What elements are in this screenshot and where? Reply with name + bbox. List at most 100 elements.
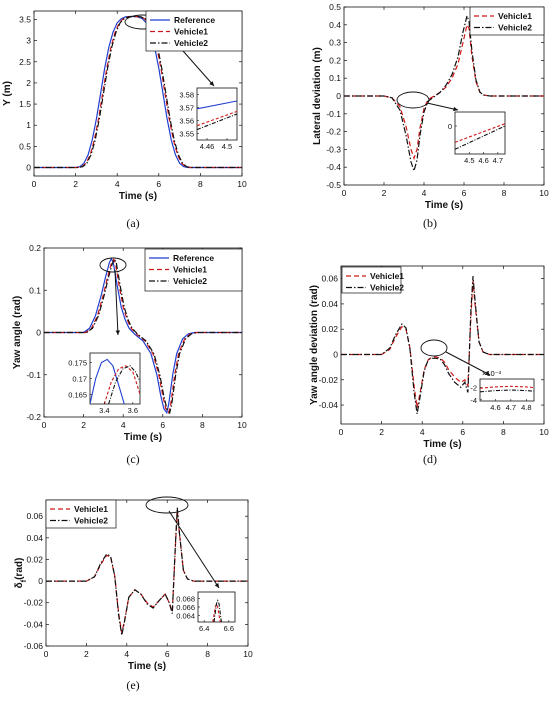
x-tick-label: 6 [462, 188, 467, 198]
y-tick-label: 0 [333, 349, 338, 359]
x-axis-label: Time (s) [128, 661, 166, 672]
x-tick-label: 6 [165, 649, 170, 659]
inset-y-tick-label: 3.57 [179, 104, 194, 113]
zoom-arrow-head [214, 583, 219, 588]
inset-series-line [455, 123, 505, 143]
x-tick-label: 10 [237, 179, 247, 189]
y-tick-label: 0 [36, 328, 41, 338]
y-tick-label: 0.4 [329, 20, 341, 30]
y-axis-label: Y (m) [2, 81, 13, 106]
inset-x-tick-label: 4.5 [464, 156, 474, 165]
inset-series-line [455, 125, 505, 150]
inset-series-line [197, 113, 237, 131]
series-line-vehicle2 [34, 15, 242, 169]
inset-series-line [480, 385, 534, 389]
series-line-reference [44, 257, 242, 415]
y-tick-label: 0.1 [29, 285, 41, 295]
y-tick-label: 1.5 [19, 99, 31, 109]
inset-series-line [90, 358, 125, 404]
legend-label: Vehicle2 [498, 23, 532, 33]
series-line-vehicle1 [44, 258, 242, 415]
inset-y-tick-label: 3.56 [179, 117, 194, 126]
inset-series-line [197, 110, 237, 127]
legend-label: Vehicle2 [74, 516, 108, 526]
legend-label: Vehicle1 [370, 271, 404, 281]
legend-label: Vehicle1 [498, 11, 532, 21]
y-tick-label: 1 [26, 120, 31, 130]
inset-y-tick-label: 0.068 [176, 594, 195, 603]
chart-panel-a: 0 2 4 6 8 10 0 0.5 1 1.5 2 2.5 3 3.5 Time (s) Y (m) (a) 4… [2, 10, 247, 230]
y-tick-label: -0.2 [26, 412, 41, 422]
inset-x-tick-label: 4.7 [506, 403, 516, 412]
x-tick-label: 8 [200, 420, 205, 430]
y-tick-label: 0 [336, 91, 341, 101]
legend-label: Vehicle2 [174, 38, 208, 48]
legend-label: Vehicle1 [74, 504, 108, 514]
zoom-ellipse [420, 339, 448, 357]
x-tick-label: 2 [379, 427, 384, 437]
x-tick-label: 0 [44, 649, 49, 659]
series-line-vehicle1 [46, 509, 248, 634]
series-line-vehicle2 [44, 258, 242, 415]
zoom-arrow [426, 102, 459, 111]
zoom-ellipse [145, 496, 189, 514]
zoom-arrow [114, 269, 119, 336]
y-tick-label: 0.2 [329, 55, 341, 65]
zoom-arrow [445, 351, 491, 376]
x-tick-label: 8 [198, 179, 203, 189]
inset-y-tick-label: 0.17 [72, 375, 87, 384]
series-line-vehicle2 [344, 13, 544, 173]
y-tick-label: 2 [26, 78, 31, 88]
x-tick-label: 2 [84, 649, 89, 659]
y-tick-label: -0.06 [24, 641, 44, 651]
x-tick-label: 10 [539, 188, 549, 198]
inset-box [89, 352, 141, 405]
legend-label: Vehicle2 [173, 276, 207, 286]
series-line-vehicle1 [341, 281, 544, 408]
inset-x-tick-label: 4.6 [490, 403, 500, 412]
inset-series-group [212, 599, 222, 622]
chart-panel-d: 0 2 4 6 8 10 -0.04 -0.02 0 0.02 0.04 0.06 Time (s) Ya… [309, 265, 549, 466]
y-tick-label: 0.3 [329, 38, 341, 48]
inset-x-tick-label: 6.6 [224, 624, 234, 633]
inset-x-tick-label: 3.4 [99, 406, 109, 415]
zoom-inset: 4.5 4.6 4.7 0 [448, 111, 506, 165]
panel-caption: (c) [126, 452, 139, 466]
y-tick-label: 0.02 [26, 554, 43, 564]
x-tick-label: 0 [342, 188, 347, 198]
inset-series-group [197, 100, 237, 131]
y-tick-label: 2.5 [19, 57, 31, 67]
legend-label: Reference [173, 253, 214, 263]
y-tick-label: 3.5 [19, 14, 31, 24]
series-group [46, 507, 248, 636]
zoom-inset: 3.4 3.6 0.165 0.17 0.175 [68, 352, 141, 415]
x-tick-label: 2 [382, 188, 387, 198]
y-tick-label: 0.06 [321, 274, 338, 284]
x-tick-label: 6 [156, 179, 161, 189]
x-tick-label: 10 [539, 427, 549, 437]
inset-x-tick-label: 6.4 [199, 624, 209, 633]
x-tick-label: 4 [420, 427, 425, 437]
y-tick-label: 0.5 [329, 2, 341, 12]
inset-series-line [480, 389, 534, 393]
series-line-vehicle1 [34, 15, 242, 169]
panel-caption: (b) [423, 216, 437, 230]
inset-series-line [197, 100, 237, 110]
inset-series-line [103, 365, 140, 404]
x-axis-label: Time (s) [124, 432, 162, 443]
series-group [44, 257, 242, 415]
inset-y-tick-label: 0.064 [176, 612, 195, 621]
zoom-arrow-head [453, 106, 458, 112]
x-tick-label: 8 [205, 649, 210, 659]
inset-exponent-label: ×10⁻³ [482, 369, 502, 378]
inset-y-tick-label: -4 [470, 396, 477, 405]
legend: Vehicle1 Vehicle2 [341, 266, 404, 294]
inset-x-tick-label: 4.8 [521, 403, 531, 412]
x-tick-label: 8 [501, 427, 506, 437]
series-line-vehicle2 [46, 507, 248, 636]
y-axis-label: Yaw angle (rad) [12, 296, 23, 369]
x-tick-label: 6 [160, 420, 165, 430]
inset-x-tick-label: 4.5 [222, 142, 232, 151]
